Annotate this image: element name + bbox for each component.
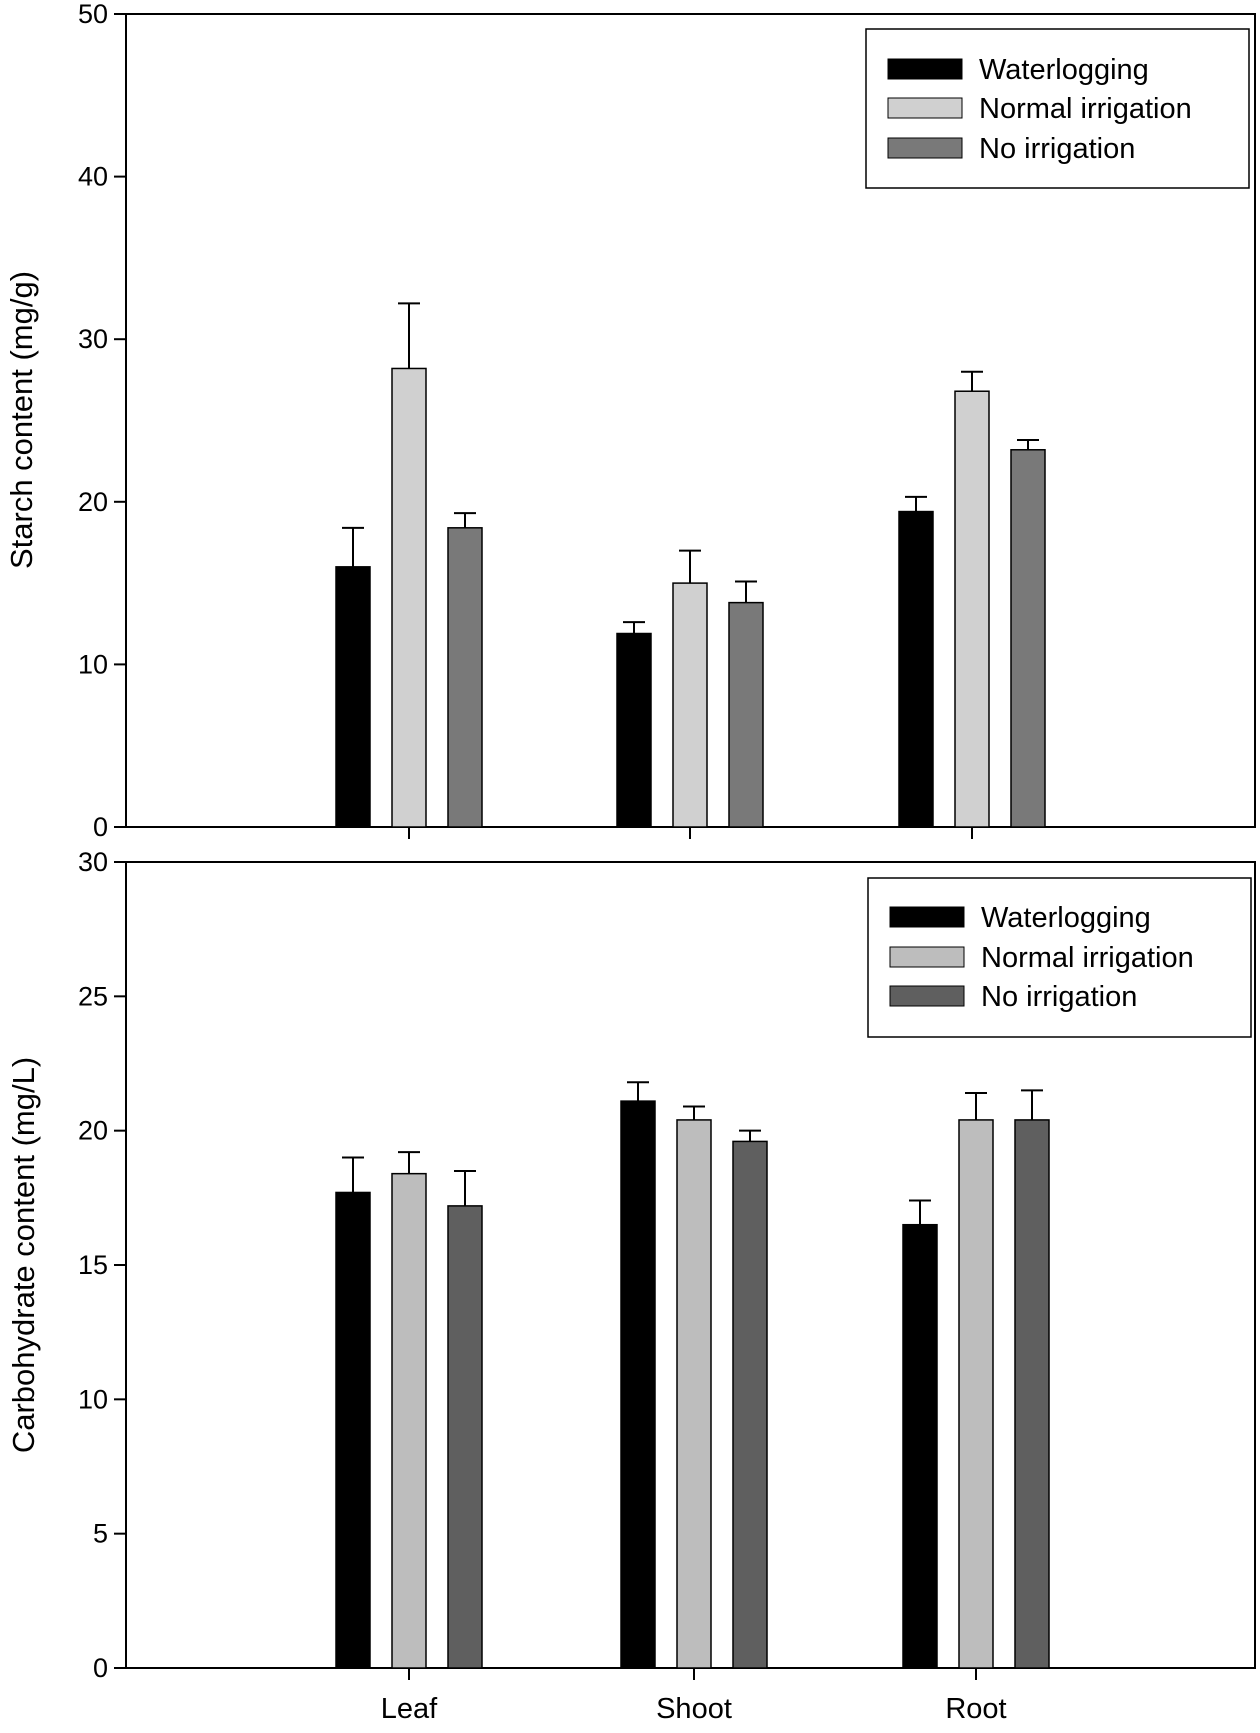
- y-axis: 0 10 20 30 40 50: [78, 0, 126, 842]
- legend-label: Normal irrigation: [981, 942, 1194, 974]
- y-tick-label: 20: [78, 487, 108, 517]
- bar-waterlogging-root: [902, 1223, 938, 1669]
- legend-swatch: [887, 58, 963, 80]
- bar-waterlogging-leaf: [335, 566, 371, 828]
- bar-no-irrigation-root: [1010, 449, 1046, 828]
- y-tick-label: 20: [78, 1116, 108, 1146]
- bar-waterlogging-root: [898, 510, 934, 828]
- bar-no-irrigation-shoot: [728, 601, 764, 828]
- y-axis-label: Starch content (mg/g): [4, 271, 39, 569]
- legend: Waterlogging Normal irrigation No irrigati…: [867, 877, 1252, 1038]
- bar-normal-irrigation-shoot: [676, 1119, 712, 1669]
- x-tick-label: Leaf: [381, 1693, 438, 1725]
- y-axis-label: Carbohydrate content (mg/L): [6, 1057, 41, 1453]
- bar-normal-irrigation-shoot: [672, 582, 708, 828]
- bar-waterlogging-shoot: [620, 1100, 656, 1669]
- bar-normal-irrigation-leaf: [391, 1172, 427, 1669]
- x-tick-label: Root: [945, 1693, 1006, 1725]
- bar-normal-irrigation-root: [958, 1119, 994, 1669]
- y-tick-label: 50: [78, 0, 108, 29]
- x-tick-label: Shoot: [656, 1693, 732, 1725]
- y-axis: 0 5 10 15 20 25 30: [78, 847, 126, 1683]
- legend-swatch: [887, 97, 963, 119]
- y-tick-label: 10: [78, 649, 108, 679]
- bar-no-irrigation-leaf: [447, 527, 483, 828]
- legend-label: No irrigation: [981, 981, 1137, 1013]
- y-tick-label: 40: [78, 162, 108, 192]
- chart-panel-2: 0 5 10 15 20 25 30 Carbohydrate content (mg/L) L…: [6, 847, 1256, 1725]
- y-tick-label: 5: [93, 1519, 108, 1549]
- legend-swatch: [887, 137, 963, 159]
- y-tick-label: 10: [78, 1384, 108, 1414]
- bar-waterlogging-shoot: [616, 632, 652, 828]
- bar-normal-irrigation-leaf: [391, 367, 427, 828]
- legend-label: Waterlogging: [981, 902, 1151, 934]
- legend-label: No irrigation: [979, 133, 1135, 165]
- legend-label: Waterlogging: [979, 54, 1149, 86]
- legend-swatch: [889, 985, 965, 1007]
- y-tick-label: 30: [78, 847, 108, 877]
- y-tick-label: 15: [78, 1250, 108, 1280]
- bar-normal-irrigation-root: [954, 390, 990, 828]
- y-tick-label: 30: [78, 324, 108, 354]
- legend-swatch: [889, 906, 965, 928]
- bar-no-irrigation-root: [1014, 1119, 1050, 1669]
- y-tick-label: 25: [78, 981, 108, 1011]
- chart-panel-1: 0 10 20 30 40 50 Starch content (mg/g) Waterlog…: [4, 0, 1256, 842]
- bars: [335, 302, 1046, 828]
- legend: Waterlogging Normal irrigation No irrigati…: [865, 28, 1250, 189]
- legend-label: Normal irrigation: [979, 93, 1192, 125]
- x-axis: [408, 827, 973, 839]
- bar-no-irrigation-leaf: [447, 1205, 483, 1669]
- y-tick-label: 0: [93, 1653, 108, 1683]
- x-axis: Leaf Shoot Root: [381, 1668, 1007, 1725]
- legend-swatch: [889, 946, 965, 968]
- y-tick-label: 0: [93, 812, 108, 842]
- bar-waterlogging-leaf: [335, 1191, 371, 1669]
- bar-no-irrigation-shoot: [732, 1140, 768, 1669]
- bars: [335, 1081, 1050, 1669]
